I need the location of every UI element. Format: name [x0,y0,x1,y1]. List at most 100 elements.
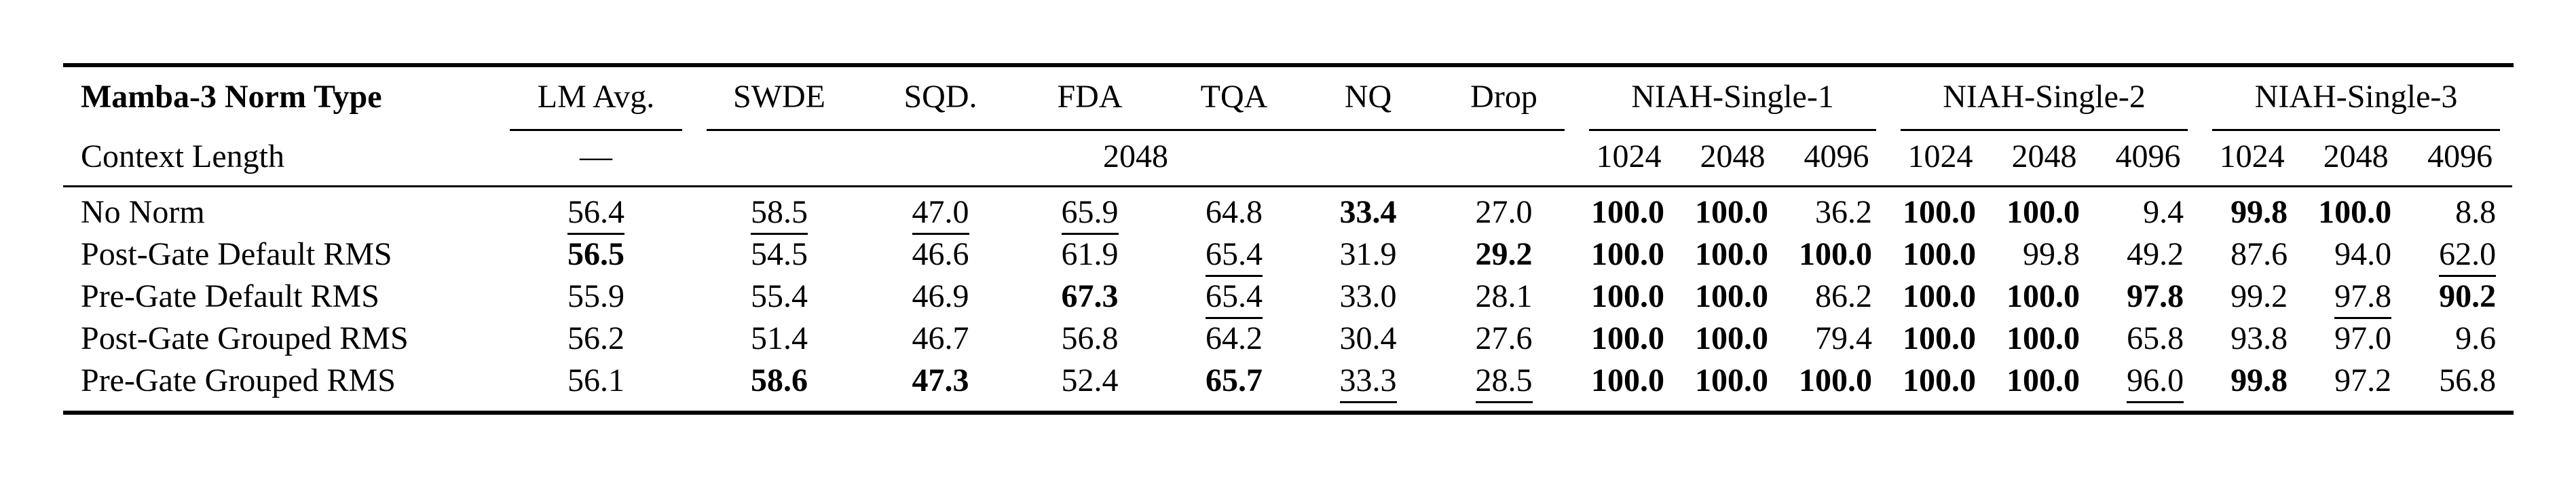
results-table-container: Mamba-3 Norm Type LM Avg. SWDE SQD. FDA … [63,63,2514,415]
row-label: Post-Gate Default RMS [81,236,392,272]
value-cell: 33.3 [1305,359,1431,403]
results-table: Mamba-3 Norm Type LM Avg. SWDE SQD. FDA … [63,67,2513,403]
value-cell: 8.8 [2455,193,2497,230]
col-header-fda: FDA [1057,78,1123,115]
context-niah2-2048: 2048 [2011,138,2077,174]
value-cell: 86.2 [1815,278,1873,314]
table-row: No Norm 56.4 58.5 47.0 65.9 64.8 33.4 27.0 100.0… [63,191,2512,235]
value-cell: 100.0 [1695,278,1768,314]
value-cell: 33.0 [1339,278,1397,314]
midrule-row [63,181,2513,191]
value-cell: 54.5 [751,236,808,272]
col-header-norm-type: Mamba-3 Norm Type [81,78,382,115]
cmidrule-row [63,126,2512,131]
col-header-nq: NQ [1344,78,1392,115]
value-cell: 56.2 [567,320,624,356]
value-cell: 52.4 [1061,362,1119,398]
value-cell: 100.0 [1591,278,1664,314]
value-cell: 30.4 [1339,320,1397,356]
col-header-lm-avg: LM Avg. [537,78,655,115]
value-cell: 27.0 [1475,193,1533,230]
value-cell: 100.0 [1799,362,1873,398]
value-cell: 56.4 [498,191,694,235]
value-cell: 36.2 [1815,193,1873,230]
context-niah2-4096: 4096 [2115,138,2181,174]
value-cell: 99.8 [2230,193,2288,230]
table-row: Pre-Gate Default RMS 55.9 55.4 46.9 67.3 65.4… [63,275,2512,319]
value-cell: 97.8 [2127,278,2184,314]
value-cell: 93.8 [2230,320,2288,356]
value-cell: 28.5 [1431,359,1577,403]
value-cell: 99.2 [2230,278,2288,314]
context-niah1-1024: 1024 [1596,138,1662,174]
value-cell: 49.2 [2127,236,2184,272]
value-cell: 100.0 [1591,236,1664,272]
value-cell: 56.8 [2439,362,2497,398]
value-cell: 47.3 [912,362,969,398]
value-cell: 99.8 [2230,362,2288,398]
value-cell: 100.0 [1591,320,1664,356]
table-body: No Norm 56.4 58.5 47.0 65.9 64.8 33.4 27.0 100.0… [63,191,2512,403]
value-cell: 65.8 [2127,320,2184,356]
context-row-label: Context Length [81,138,284,174]
value-cell: 100.0 [1695,193,1768,230]
value-cell: 97.2 [2334,362,2392,398]
context-length-row: Context Length — 2048 1024 2048 4096 102… [63,131,2512,181]
col-header-sqd: SQD. [903,78,977,115]
group-header-niah-single-3: NIAH-Single-3 [2254,78,2458,115]
header-row: Mamba-3 Norm Type LM Avg. SWDE SQD. FDA … [63,67,2512,126]
value-cell: 65.7 [1206,362,1263,398]
context-benchmarks-value: 2048 [1103,138,1168,174]
value-cell: 51.4 [751,320,808,356]
value-cell: 56.5 [567,236,624,272]
value-cell: 46.7 [912,320,969,356]
value-cell: 100.0 [1903,278,1977,314]
value-cell: 28.1 [1475,278,1533,314]
value-cell: 9.4 [2143,193,2184,230]
value-cell: 96.0 [2096,359,2200,403]
cmidrule-lm-avg [510,129,682,131]
value-cell: 100.0 [2006,320,2080,356]
cmidrule-niah-1 [1589,129,1877,131]
value-cell: 100.0 [1695,362,1768,398]
value-cell: 65.4 [1163,233,1305,277]
context-niah3-2048: 2048 [2323,138,2389,174]
value-cell: 97.0 [2334,320,2392,356]
value-cell: 100.0 [1903,320,1977,356]
row-label: Pre-Gate Grouped RMS [81,362,396,398]
context-niah2-1024: 1024 [1907,138,1973,174]
value-cell: 29.2 [1475,236,1533,272]
value-cell: 9.6 [2455,320,2497,356]
value-cell: 64.8 [1206,193,1263,230]
value-cell: 100.0 [2006,193,2080,230]
table-row: Pre-Gate Grouped RMS 56.1 58.6 47.3 52.4 65.7… [63,359,2512,403]
value-cell: 55.4 [751,278,808,314]
midrule [63,185,2513,187]
cmidrule-niah-3 [2212,129,2501,131]
value-cell: 55.9 [567,278,624,314]
group-header-niah-single-1: NIAH-Single-1 [1631,78,1834,115]
value-cell: 100.0 [1591,362,1664,398]
value-cell: 100.0 [1903,236,1977,272]
value-cell: 87.6 [2230,236,2288,272]
context-niah3-1024: 1024 [2219,138,2285,174]
value-cell: 61.9 [1061,236,1119,272]
value-cell: 56.1 [567,362,624,398]
row-label: Pre-Gate Default RMS [81,278,379,314]
cmidrule-benchmarks [707,129,1565,131]
col-header-drop: Drop [1470,78,1537,115]
value-cell: 100.0 [1591,193,1664,230]
value-cell: 97.8 [2304,275,2408,319]
value-cell: 100.0 [1695,236,1768,272]
value-cell: 94.0 [2334,236,2392,272]
value-cell: 100.0 [1695,320,1768,356]
value-cell: 47.0 [864,191,1017,235]
value-cell: 67.3 [1061,278,1119,314]
value-cell: 64.2 [1206,320,1263,356]
value-cell: 58.5 [694,191,864,235]
value-cell: 27.6 [1475,320,1533,356]
value-cell: 65.9 [1017,191,1163,235]
table-row: Post-Gate Grouped RMS 56.2 51.4 46.7 56.8 64.… [63,317,2512,359]
value-cell: 100.0 [2318,193,2392,230]
